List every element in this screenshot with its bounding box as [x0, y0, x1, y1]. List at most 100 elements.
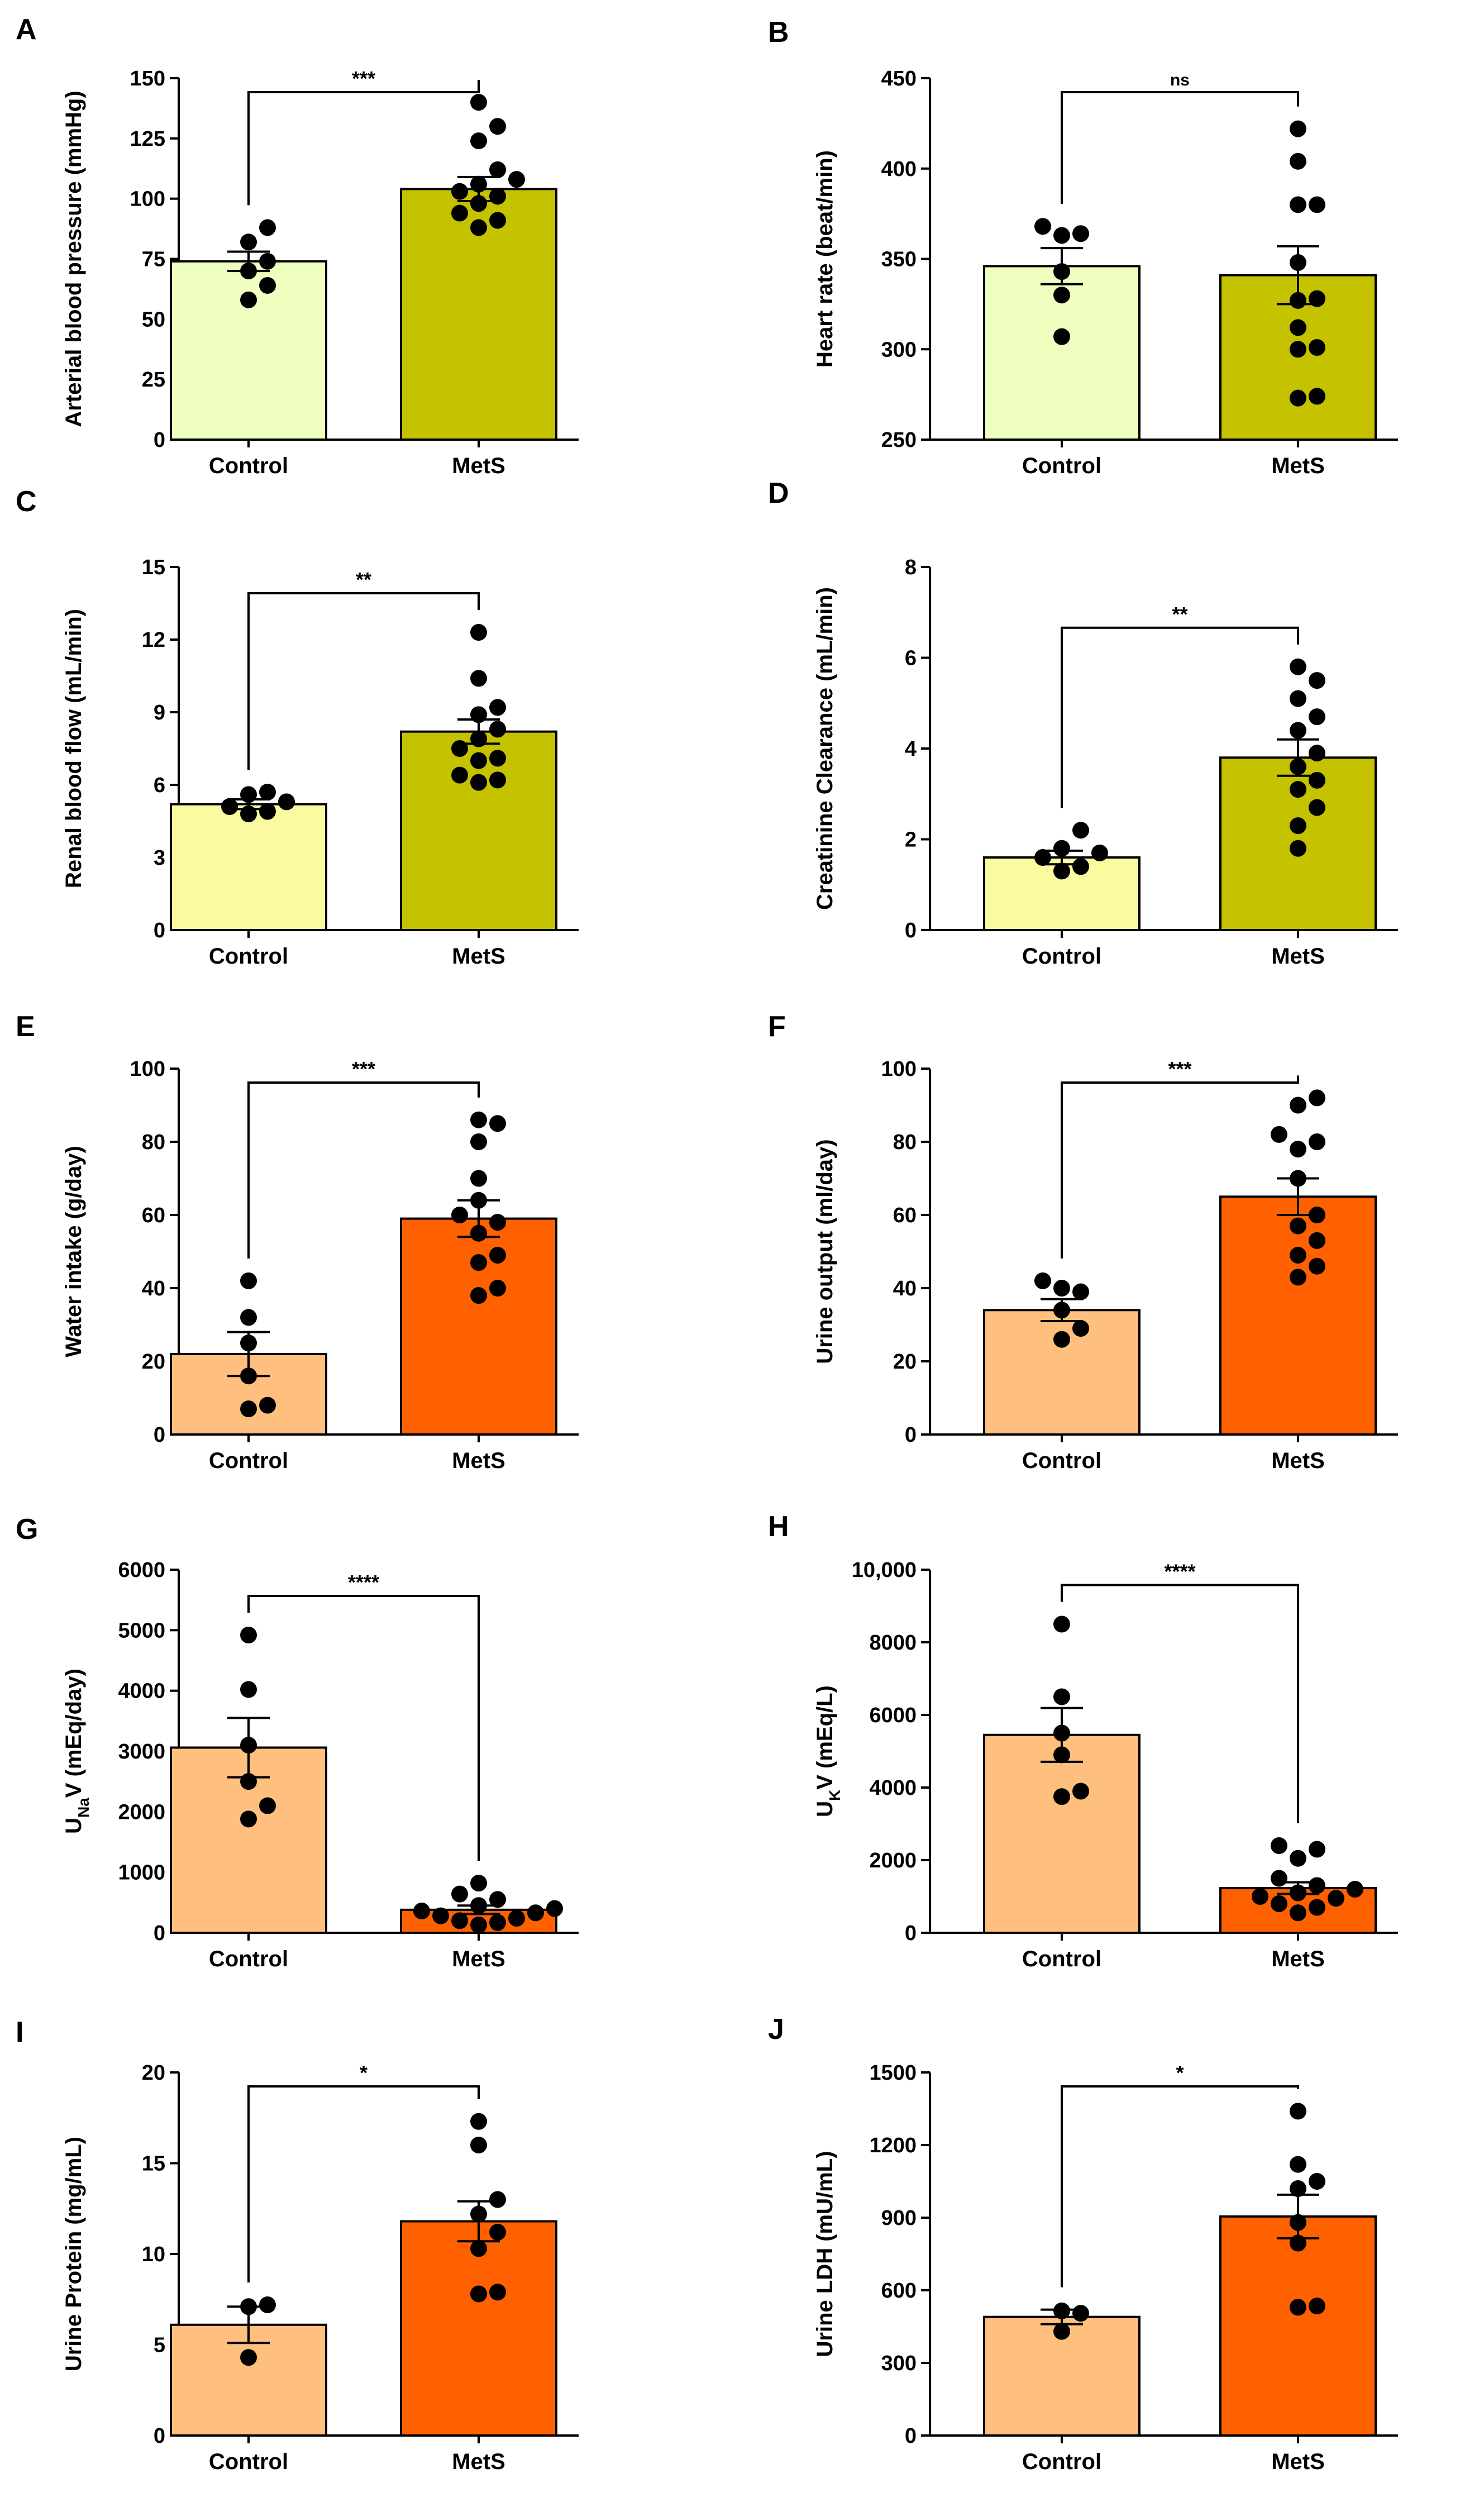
significance-label: *: [1176, 2061, 1184, 2084]
y-tick-label: 80: [142, 1131, 165, 1154]
y-tick-label: 9: [154, 701, 165, 725]
data-point: [259, 252, 276, 270]
x-tick-label: Control: [1022, 944, 1101, 969]
data-point: [508, 1910, 525, 1927]
panel-c: C 0 3 6 9 12 15 Renal blood flow (mL/min) Contro…: [16, 485, 579, 969]
data-point: [470, 2240, 487, 2257]
data-point: [1290, 2156, 1306, 2173]
y-axis-label: UKV (mEq/L): [813, 1685, 843, 1817]
y-tick-label: 0: [905, 2424, 917, 2448]
data-point: [489, 2284, 506, 2301]
data-point: [1053, 1615, 1070, 1633]
data-point: [1290, 1269, 1306, 1286]
data-point: [1290, 1097, 1306, 1114]
data-point: [489, 721, 506, 738]
x-tick-label: MetS: [452, 1448, 505, 1473]
data-point: [470, 1254, 487, 1271]
significance-label: ****: [1164, 1560, 1195, 1583]
x-tick-label: Control: [1022, 454, 1101, 478]
y-tick-label: 5000: [118, 1619, 165, 1642]
significance-label: ***: [352, 67, 375, 90]
data-point: [470, 1875, 487, 1892]
data-point: [1309, 799, 1325, 816]
data-point: [1053, 287, 1070, 304]
panel-letter: C: [16, 485, 37, 518]
data-point: [1309, 1841, 1325, 1858]
y-tick-label: 125: [130, 127, 165, 151]
y-axis-label: Creatinine Clearance (mL/min): [813, 587, 837, 910]
y-tick-label: 2: [905, 828, 917, 852]
data-point: [1271, 1895, 1287, 1912]
data-point: [470, 94, 487, 111]
data-point: [240, 291, 257, 308]
panel-i: I 0 5 10 15 20 Urine Protein (mg/mL) Control Met…: [16, 2016, 579, 2474]
data-point: [1328, 1890, 1344, 1907]
data-point: [451, 1207, 468, 1223]
bar-control: [983, 1309, 1141, 1436]
y-tick-label: 6: [154, 774, 165, 797]
data-point: [259, 277, 276, 294]
data-point: [1290, 319, 1306, 336]
bar-mets: [400, 1217, 557, 1436]
panel-d: D 0 2 4 6 8 Creatinine Clearance (mL/min) Contr…: [768, 477, 1398, 969]
data-point: [451, 183, 468, 200]
data-point: [1309, 1089, 1325, 1107]
panel-letter: F: [768, 1011, 786, 1043]
y-tick-label: 3: [154, 846, 165, 870]
y-tick-label: 0: [154, 919, 165, 942]
x-tick-label: MetS: [1271, 454, 1325, 478]
data-point: [1309, 771, 1325, 789]
data-point: [240, 1681, 257, 1698]
significance-label: ns: [1170, 71, 1190, 89]
y-tick-label: 0: [905, 919, 917, 942]
data-point: [1053, 227, 1070, 244]
data-point: [1091, 844, 1108, 861]
y-tick-label: 0: [154, 428, 165, 452]
data-point: [240, 1309, 257, 1326]
data-point: [1309, 2173, 1325, 2190]
y-axis-label: Heart rate (beat/min): [813, 150, 837, 368]
data-point: [470, 2137, 487, 2153]
y-tick-label: 10: [142, 2243, 165, 2266]
data-point: [470, 195, 487, 212]
data-point: [1072, 858, 1089, 875]
y-axis-label: Urine Protein (mg/mL): [61, 2137, 86, 2371]
panel-g: G 0 1000 2000 3000 4000 5000 6000 UNaV (mEq/day)…: [16, 1513, 579, 1971]
data-point: [1309, 708, 1325, 726]
data-point: [259, 803, 276, 820]
data-point: [1290, 658, 1306, 675]
y-tick-label: 250: [881, 428, 917, 452]
data-point: [1290, 341, 1306, 358]
y-tick-label: 25: [142, 368, 165, 392]
x-tick-label: MetS: [1271, 1448, 1325, 1473]
x-tick-label: Control: [1022, 2449, 1101, 2474]
significance-bracket: [1061, 1584, 1299, 1823]
data-point: [1309, 1899, 1325, 1916]
data-point: [470, 2113, 487, 2130]
panel-letter: B: [768, 16, 789, 49]
y-tick-label: 50: [142, 308, 165, 331]
data-point: [1053, 1280, 1070, 1297]
data-point: [1072, 1283, 1089, 1300]
y-axis-label: UNaV (mEq/day): [61, 1669, 92, 1834]
y-tick-label: 10,000: [852, 1559, 917, 1582]
y-tick-label: 15: [142, 556, 165, 579]
panel-a: A 0 25 50 75 100 125 150 Arterial blood pressure…: [16, 13, 579, 478]
panel-letter: G: [16, 1513, 38, 1546]
panel-letter: H: [768, 1510, 789, 1543]
y-tick-label: 60: [142, 1204, 165, 1227]
data-point: [489, 750, 506, 767]
data-point: [1290, 196, 1306, 213]
y-tick-label: 4000: [869, 1776, 917, 1800]
significance-label: *: [360, 2061, 368, 2084]
data-point: [470, 1287, 487, 1304]
data-point: [1309, 388, 1325, 405]
y-tick-label: 40: [142, 1277, 165, 1300]
x-tick-label: Control: [1022, 1448, 1101, 1473]
data-point: [489, 1891, 506, 1908]
x-tick-label: MetS: [452, 454, 505, 478]
data-point: [1290, 817, 1306, 835]
x-tick-label: MetS: [1271, 944, 1325, 969]
y-tick-label: 60: [893, 1204, 917, 1227]
y-tick-label: 300: [881, 338, 917, 361]
